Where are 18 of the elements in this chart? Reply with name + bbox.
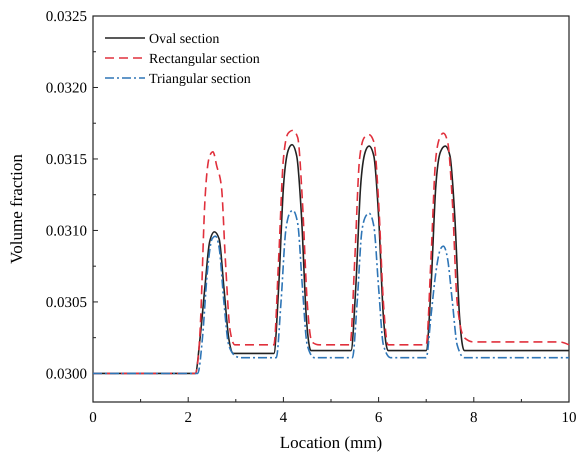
x-tick-label: 6 bbox=[374, 410, 383, 426]
legend-label: Rectangular section bbox=[149, 52, 260, 67]
y-tick-label: 0.0315 bbox=[46, 152, 87, 168]
legend-label: Triangular section bbox=[149, 72, 251, 87]
x-tick-label: 4 bbox=[280, 410, 288, 426]
x-tick-label: 0 bbox=[89, 410, 97, 426]
x-tick-label: 8 bbox=[470, 410, 478, 426]
legend-label: Oval section bbox=[149, 32, 220, 47]
x-axis-title: Location (mm) bbox=[280, 433, 382, 452]
y-tick-label: 0.0310 bbox=[46, 223, 87, 240]
x-tick-label: 10 bbox=[562, 410, 576, 426]
line-series bbox=[92, 210, 570, 374]
y-tick-label: 0.0320 bbox=[46, 80, 87, 96]
y-axis-title: Volume fraction bbox=[7, 154, 26, 264]
y-tick-label: 0.0300 bbox=[46, 366, 87, 382]
y-tick-label: 0.0325 bbox=[46, 9, 87, 25]
x-tick-label: 2 bbox=[184, 410, 192, 426]
y-tick-label: 0.0305 bbox=[46, 294, 87, 311]
